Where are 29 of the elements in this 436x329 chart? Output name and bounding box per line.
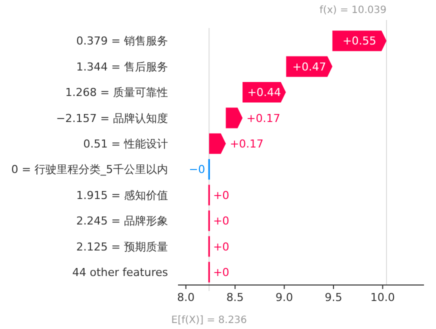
ref-line-label: E[f(X)] = 8.236 [171,315,247,326]
y-tick-label: 0 = 行驶里程分类_5千公里以内 [11,163,168,176]
y-tick-label: 2.125 = 预期质量 [76,240,168,254]
y-tick-label: −2.157 = 品牌认知度 [56,112,168,125]
bar [332,30,387,52]
y-tick-label: 0.51 = 性能设计 [83,138,168,150]
y-tick-label: 44 other features [72,266,168,279]
y-tick-label: 2.245 = 品牌形象 [76,214,168,228]
y-tick-label: 1.268 = 质量可靠性 [65,86,168,100]
x-tick-label: 9.5 [324,291,342,304]
y-tick-label: 1.915 = 感知价值 [76,188,168,202]
data-label: +0.55 [342,34,376,48]
data-label: +0 [213,188,230,202]
data-label: +0 [213,266,230,279]
x-tick-label: 9.0 [276,291,294,304]
data-label: +0.47 [292,60,326,74]
data-label: +0 [213,240,230,254]
x-tick-label: 8.5 [226,291,244,304]
data-label: +0.44 [247,86,282,100]
x-tick-label: 8.0 [177,291,195,304]
y-tick-label: 0.379 = 销售服务 [76,34,168,48]
data-label: +0.17 [230,138,264,150]
x-tick-label: 10.0 [370,291,395,304]
ref-line-label: f(x) = 10.039 [320,5,387,16]
data-label: +0.17 [246,112,280,125]
bar [286,56,332,77]
data-label: −0 [188,163,206,176]
y-tick-label: 1.344 = 售后服务 [76,60,168,74]
data-label: +0 [213,214,230,228]
